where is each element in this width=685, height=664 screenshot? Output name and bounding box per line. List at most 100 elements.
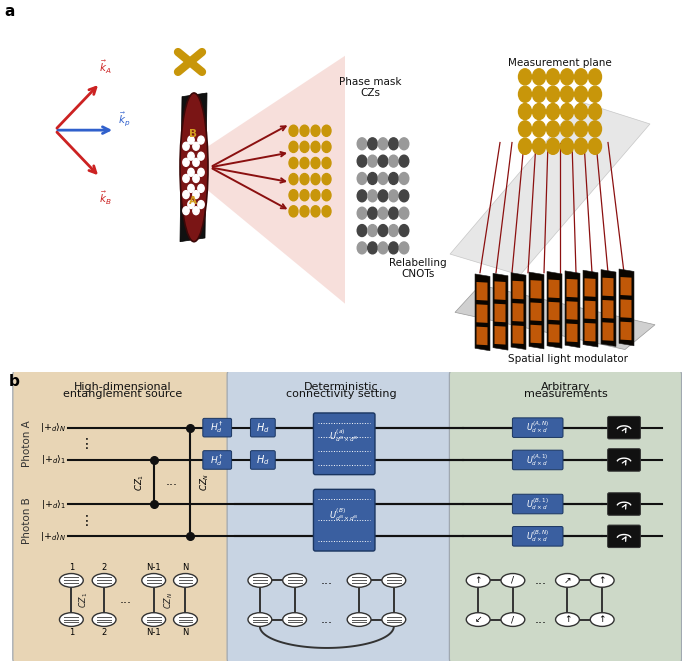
Circle shape — [399, 173, 409, 185]
Ellipse shape — [466, 613, 490, 626]
Circle shape — [532, 104, 545, 120]
Circle shape — [188, 136, 195, 144]
Circle shape — [183, 159, 189, 167]
Circle shape — [300, 190, 309, 201]
Text: $|{+_d}\rangle_1$: $|{+_d}\rangle_1$ — [41, 497, 66, 511]
Circle shape — [289, 173, 298, 185]
Text: ...: ... — [321, 574, 333, 587]
Circle shape — [300, 157, 309, 169]
FancyBboxPatch shape — [512, 527, 563, 546]
Ellipse shape — [92, 574, 116, 587]
Circle shape — [322, 125, 331, 136]
Circle shape — [192, 207, 199, 214]
Ellipse shape — [590, 613, 614, 626]
Circle shape — [289, 157, 298, 169]
Polygon shape — [495, 303, 506, 322]
Circle shape — [192, 159, 199, 167]
Ellipse shape — [180, 93, 208, 242]
Circle shape — [322, 141, 331, 153]
Circle shape — [575, 138, 588, 154]
Text: $U^{(B,1)}_{d \times d}$: $U^{(B,1)}_{d \times d}$ — [526, 496, 549, 512]
Text: $H_d^\dagger$: $H_d^\dagger$ — [210, 452, 224, 467]
Text: $H_d$: $H_d$ — [256, 453, 270, 467]
Circle shape — [357, 138, 366, 149]
Ellipse shape — [142, 574, 166, 587]
Text: $U^{(a)}_{d^N \times d^N}$: $U^{(a)}_{d^N \times d^N}$ — [329, 428, 359, 444]
Circle shape — [192, 191, 199, 199]
Polygon shape — [530, 280, 542, 299]
Circle shape — [532, 69, 545, 85]
Text: $\vec{k}_A$: $\vec{k}_A$ — [99, 58, 112, 76]
Text: ...: ... — [166, 475, 178, 489]
Circle shape — [311, 190, 320, 201]
Circle shape — [378, 155, 388, 167]
Text: Photon A: Photon A — [22, 420, 32, 467]
Text: ...: ... — [321, 613, 333, 626]
Text: ↑: ↑ — [564, 615, 571, 624]
Polygon shape — [512, 281, 523, 299]
Text: ↑: ↑ — [599, 615, 606, 624]
Text: A: A — [189, 196, 197, 206]
Circle shape — [289, 190, 298, 201]
Text: $|{+_d}\rangle_1$: $|{+_d}\rangle_1$ — [41, 454, 66, 467]
Text: ↗: ↗ — [564, 576, 571, 585]
Text: 2: 2 — [101, 562, 107, 572]
Text: $\vec{k}_p$: $\vec{k}_p$ — [118, 110, 130, 127]
Circle shape — [188, 168, 195, 176]
Circle shape — [588, 69, 601, 85]
Circle shape — [300, 141, 309, 153]
Polygon shape — [621, 277, 632, 295]
FancyBboxPatch shape — [512, 494, 563, 514]
Ellipse shape — [382, 574, 406, 587]
Circle shape — [357, 190, 366, 202]
Text: $U^{(A,N)}_{d \times d}$: $U^{(A,N)}_{d \times d}$ — [526, 420, 549, 436]
Polygon shape — [195, 56, 345, 303]
Circle shape — [300, 125, 309, 136]
Circle shape — [560, 121, 573, 137]
Circle shape — [388, 207, 398, 219]
Circle shape — [368, 173, 377, 185]
Circle shape — [560, 69, 573, 85]
Polygon shape — [511, 273, 526, 349]
Circle shape — [188, 185, 195, 193]
Circle shape — [357, 207, 366, 219]
Ellipse shape — [501, 613, 525, 626]
Text: $|{+_d}\rangle_N$: $|{+_d}\rangle_N$ — [40, 530, 66, 543]
Polygon shape — [549, 324, 560, 343]
Polygon shape — [495, 282, 506, 300]
Polygon shape — [549, 302, 560, 321]
Circle shape — [588, 121, 601, 137]
Ellipse shape — [60, 574, 84, 587]
Polygon shape — [477, 327, 488, 345]
Circle shape — [357, 155, 366, 167]
Text: N: N — [182, 628, 188, 637]
Circle shape — [388, 173, 398, 185]
Text: $U^{(B)}_{d^N \times d^N}$: $U^{(B)}_{d^N \times d^N}$ — [329, 506, 359, 523]
Circle shape — [378, 138, 388, 149]
Circle shape — [388, 190, 398, 202]
FancyBboxPatch shape — [251, 418, 275, 437]
Circle shape — [399, 207, 409, 219]
Circle shape — [183, 142, 189, 150]
Text: ↑: ↑ — [599, 576, 606, 585]
FancyBboxPatch shape — [13, 369, 233, 664]
Circle shape — [547, 121, 560, 137]
Polygon shape — [566, 279, 577, 297]
Circle shape — [188, 152, 195, 160]
Circle shape — [289, 125, 298, 136]
Circle shape — [399, 138, 409, 149]
Text: $\vec{k}_B$: $\vec{k}_B$ — [99, 190, 112, 207]
FancyBboxPatch shape — [203, 418, 232, 437]
FancyBboxPatch shape — [608, 493, 640, 515]
Text: $H_d^\dagger$: $H_d^\dagger$ — [210, 420, 224, 436]
Text: $\vdots$: $\vdots$ — [79, 436, 89, 452]
Text: B: B — [189, 129, 197, 139]
Ellipse shape — [347, 613, 371, 626]
Polygon shape — [530, 325, 542, 343]
Circle shape — [368, 207, 377, 219]
FancyBboxPatch shape — [449, 369, 682, 664]
Text: N-1: N-1 — [147, 628, 161, 637]
Ellipse shape — [173, 574, 197, 587]
Ellipse shape — [173, 613, 197, 626]
Polygon shape — [621, 321, 632, 340]
